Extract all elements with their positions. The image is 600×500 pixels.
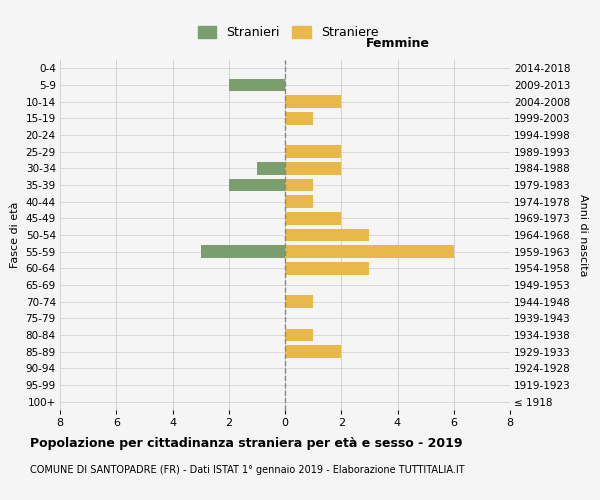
Y-axis label: Fasce di età: Fasce di età	[10, 202, 20, 268]
Text: Femmine: Femmine	[365, 36, 430, 50]
Bar	[285, 179, 313, 192]
Bar	[285, 196, 313, 208]
Bar	[285, 146, 341, 158]
Y-axis label: Anni di nascita: Anni di nascita	[578, 194, 587, 276]
Bar	[285, 296, 313, 308]
Text: Popolazione per cittadinanza straniera per età e sesso - 2019: Popolazione per cittadinanza straniera p…	[30, 438, 463, 450]
Bar	[285, 229, 370, 241]
Bar	[229, 79, 285, 92]
Legend: Stranieri, Straniere: Stranieri, Straniere	[193, 21, 383, 44]
Bar	[200, 246, 285, 258]
Bar	[285, 96, 341, 108]
Bar	[285, 162, 341, 174]
Bar	[285, 112, 313, 124]
Text: COMUNE DI SANTOPADRE (FR) - Dati ISTAT 1° gennaio 2019 - Elaborazione TUTTITALIA: COMUNE DI SANTOPADRE (FR) - Dati ISTAT 1…	[30, 465, 464, 475]
Bar	[285, 212, 341, 224]
Bar	[229, 179, 285, 192]
Bar	[285, 329, 313, 341]
Bar	[257, 162, 285, 174]
Bar	[285, 246, 454, 258]
Bar	[285, 262, 370, 274]
Bar	[285, 346, 341, 358]
